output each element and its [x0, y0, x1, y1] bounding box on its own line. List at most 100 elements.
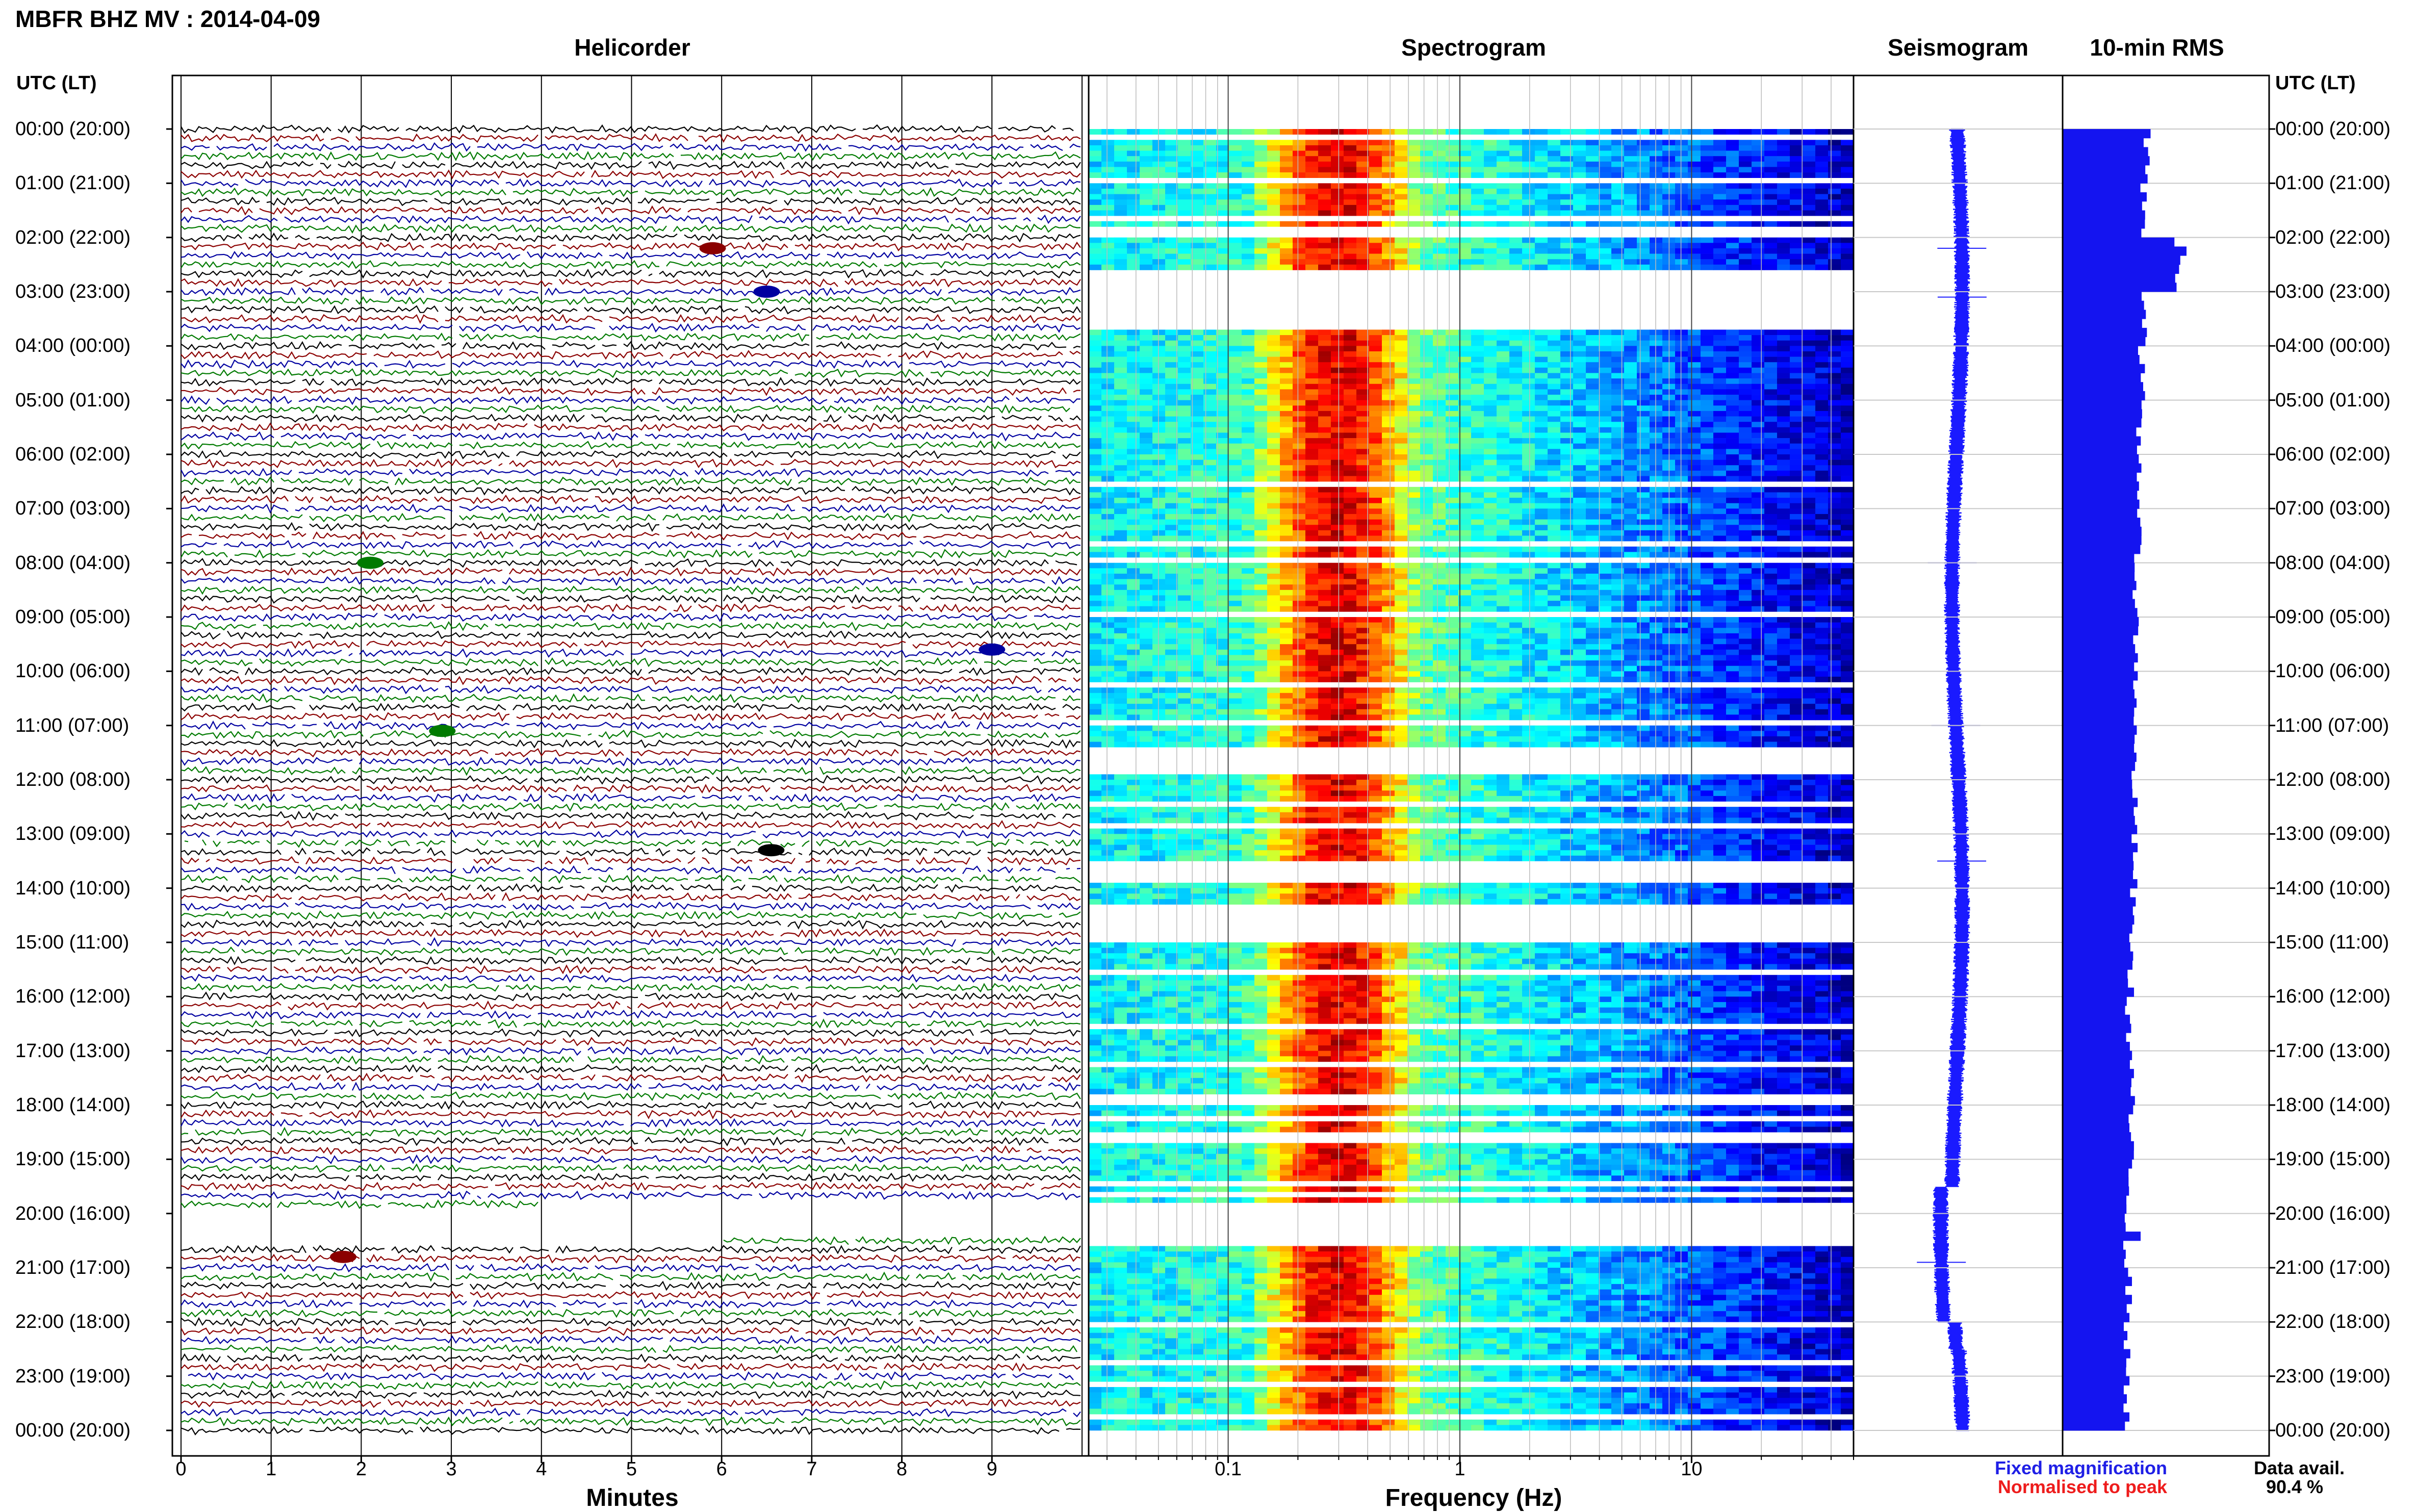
helicorder-trace	[181, 938, 1081, 946]
spectrogram-cell	[1764, 595, 1778, 601]
helicorder-trace	[181, 857, 1081, 865]
spectrogram-cell	[1573, 335, 1586, 341]
spectrogram-cell	[1611, 167, 1625, 172]
spectrogram-cell	[1611, 335, 1625, 341]
spectrogram-cell	[1305, 172, 1319, 178]
spectrogram-cell	[1828, 140, 1841, 145]
spectrogram-cell	[1420, 465, 1433, 471]
spectrogram-cell	[1216, 530, 1229, 536]
spectrogram-cell	[1548, 248, 1561, 254]
spectrogram-cell	[1254, 444, 1268, 449]
spectrogram-cell	[1650, 368, 1663, 373]
spectrogram-cell	[1484, 362, 1497, 368]
spectrogram-cell	[1586, 346, 1599, 351]
spectrogram-cell	[1828, 530, 1841, 536]
spectrogram-cell	[1407, 547, 1421, 552]
spectrogram-cell	[1407, 211, 1421, 216]
spectrogram-cell	[1675, 400, 1688, 406]
spectrogram-cell	[1828, 243, 1841, 248]
spectrogram-cell	[1446, 492, 1459, 498]
spectrogram-cell	[1369, 265, 1382, 270]
spectrogram-cell	[1178, 378, 1191, 384]
spectrogram-cell	[1713, 205, 1727, 211]
spectrogram-cell	[1140, 129, 1153, 135]
spectrogram-cell	[1382, 628, 1395, 633]
spectrogram-cell	[1688, 584, 1701, 590]
spectrogram-cell	[1433, 211, 1446, 216]
spectrogram-cell	[1280, 140, 1293, 145]
spectrogram-cell	[1752, 221, 1765, 227]
spectrogram-cell	[1178, 633, 1191, 639]
spectrogram-cell	[1777, 140, 1790, 145]
spectrogram-cell	[1152, 389, 1166, 395]
spectrogram-cell	[1407, 460, 1421, 466]
spectrogram-cell	[1764, 432, 1778, 438]
spectrogram-cell	[1178, 172, 1191, 178]
spectrogram-cell	[1688, 205, 1701, 211]
spectrogram-cell	[1790, 189, 1803, 194]
spectrogram-cell	[1382, 460, 1395, 466]
spectrogram-cell	[1114, 444, 1127, 449]
spectrogram-cell	[1509, 145, 1523, 151]
spectrogram-cell	[1114, 183, 1127, 189]
spectrogram-cell	[1152, 508, 1166, 514]
spectrogram-cell	[1089, 460, 1102, 466]
spectrogram-cell	[1764, 335, 1778, 341]
spectrogram-cell	[1229, 595, 1242, 601]
spectrogram-cell	[1675, 650, 1688, 655]
spectrogram-cell	[1254, 405, 1268, 411]
spectrogram-cell	[1101, 595, 1115, 601]
spectrogram-cell	[1254, 411, 1268, 417]
spectrogram-cell	[1420, 487, 1433, 493]
spectrogram-cell	[1242, 254, 1255, 260]
spectrogram-cell	[1497, 329, 1510, 335]
spectrogram-cell	[1318, 221, 1331, 227]
spectrogram-cell	[1114, 660, 1127, 666]
spectrogram-cell	[1675, 221, 1688, 227]
spectrogram-cell	[1446, 552, 1459, 557]
spectrogram-cell	[1560, 194, 1574, 200]
spectrogram-cell	[1611, 140, 1625, 145]
spectrogram-cell	[1254, 211, 1268, 216]
spectrogram-cell	[1395, 568, 1408, 574]
spectrogram-cell	[1254, 547, 1268, 552]
spectrogram-cell	[1701, 259, 1714, 265]
spectrogram-cell	[1650, 590, 1663, 596]
spectrogram-cell	[1777, 335, 1790, 341]
spectrogram-cell	[1407, 162, 1421, 167]
spectrogram-cell	[1395, 194, 1408, 200]
spectrogram-cell	[1790, 487, 1803, 493]
spectrogram-cell	[1471, 395, 1484, 400]
spectrogram-cell	[1089, 639, 1102, 645]
spectrogram-cell	[1089, 411, 1102, 417]
spectrogram-cell	[1790, 373, 1803, 379]
spectrogram-cell	[1777, 189, 1790, 194]
spectrogram-cell	[1267, 590, 1280, 596]
spectrogram-cell	[1560, 351, 1574, 357]
spectrogram-cell	[1573, 568, 1586, 574]
spectrogram-cell	[1114, 563, 1127, 569]
spectrogram-cell	[1841, 660, 1854, 666]
spectrogram-cell	[1229, 471, 1242, 476]
spectrogram-cell	[1713, 655, 1727, 660]
spectrogram-cell	[1650, 189, 1663, 194]
spectrogram-cell	[1382, 243, 1395, 248]
spectrogram-cell	[1152, 145, 1166, 151]
spectrogram-cell	[1790, 617, 1803, 623]
spectrogram-cell	[1318, 650, 1331, 655]
spectrogram-cell	[1764, 460, 1778, 466]
spectrogram-cell	[1293, 460, 1306, 466]
spectrogram-cell	[1764, 211, 1778, 216]
spectrogram-cell	[1713, 639, 1727, 645]
spectrogram-cell	[1293, 606, 1306, 612]
spectrogram-cell	[1675, 498, 1688, 503]
spectrogram-cell	[1433, 503, 1446, 509]
spectrogram-cell	[1165, 503, 1178, 509]
spectrogram-cell	[1828, 628, 1841, 633]
spectrogram-cell	[1764, 617, 1778, 623]
spectrogram-cell	[1586, 129, 1599, 135]
spectrogram-cell	[1739, 259, 1752, 265]
spectrogram-cell	[1484, 384, 1497, 390]
helicorder-trace	[181, 1200, 538, 1208]
spectrogram-cell	[1305, 476, 1319, 482]
